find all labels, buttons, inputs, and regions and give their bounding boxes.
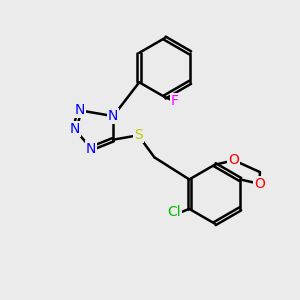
- Text: N: N: [86, 142, 96, 155]
- Text: O: O: [254, 177, 265, 191]
- Text: N: N: [74, 103, 85, 117]
- Text: S: S: [134, 128, 142, 142]
- Text: N: N: [108, 109, 119, 123]
- Text: Cl: Cl: [168, 205, 182, 219]
- Text: O: O: [229, 153, 239, 167]
- Text: N: N: [70, 122, 80, 136]
- Text: F: F: [171, 94, 179, 108]
